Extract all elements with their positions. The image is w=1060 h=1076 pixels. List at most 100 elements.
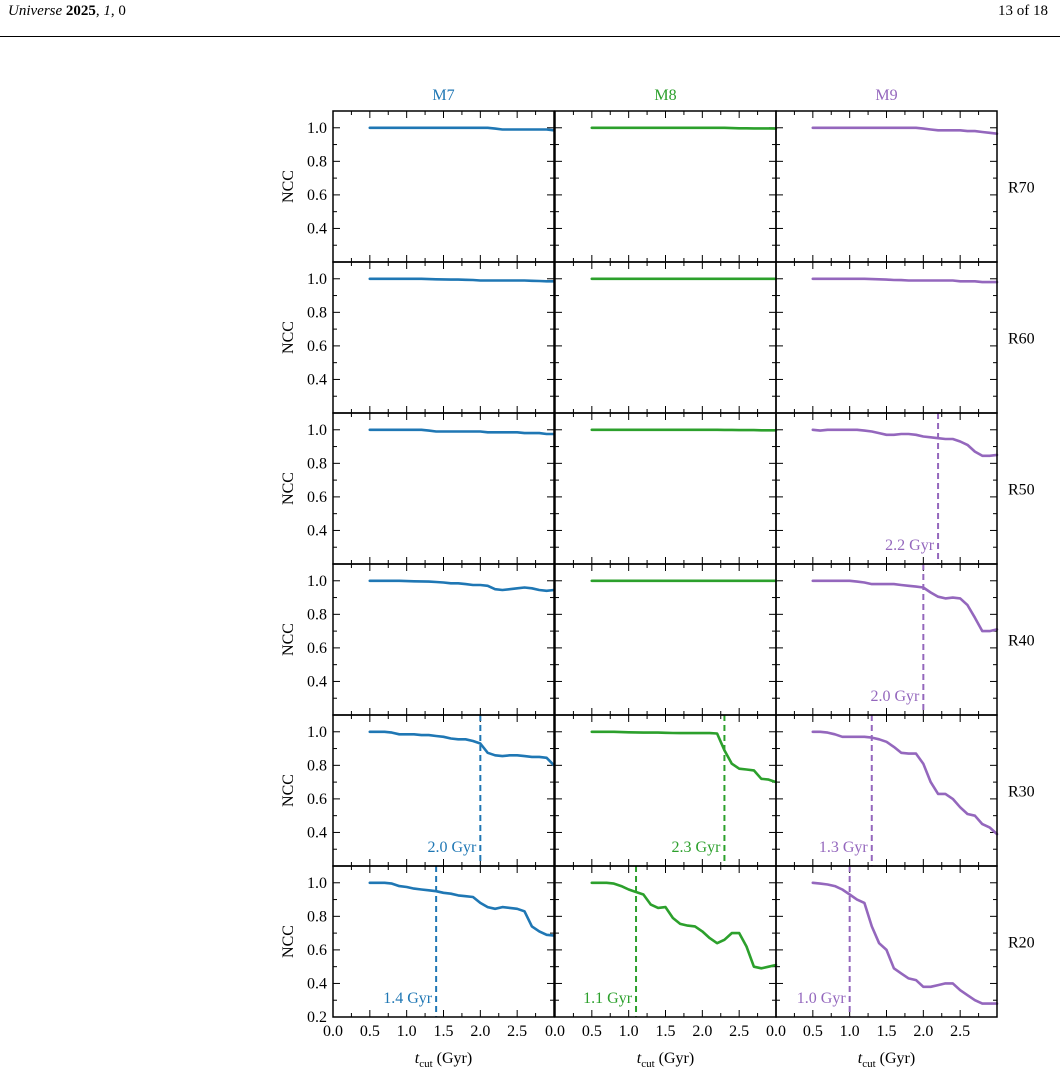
tcut-label: 1.1 Gyr (583, 990, 633, 1007)
x-tick-label: 0.0 (545, 1023, 565, 1040)
panel-r70-m8 (554, 110, 777, 263)
tcut-label: 2.3 Gyr (672, 839, 722, 856)
x-tick-label: 1.0 (397, 1023, 417, 1040)
y-tick-label: 1.0 (307, 724, 327, 741)
x-tick-label: 0.0 (323, 1023, 343, 1040)
x-tick-label: 1.5 (656, 1023, 676, 1040)
ncc-line-r40-m9 (811, 579, 999, 633)
ncc-line-r60-m9 (811, 277, 999, 284)
journal-year: 2025 (65, 3, 96, 19)
x-tick-label: 1.5 (877, 1023, 897, 1040)
x-tick-label: 0.5 (360, 1023, 380, 1040)
y-tick-label: 1.0 (307, 271, 327, 288)
y-tick-label: 1.0 (307, 422, 327, 439)
panel-r30-m9 (775, 714, 998, 867)
y-tick-label: 0.4 (307, 371, 327, 388)
y-tick-label: 0.6 (307, 791, 327, 808)
y-tick-label: 0.6 (307, 640, 327, 657)
y-tick-label: 0.8 (307, 606, 327, 623)
ncc-line-r40-m7 (368, 579, 556, 593)
row-label-r30: R30 (1008, 784, 1035, 801)
ncc-line-r30-m7 (368, 730, 556, 767)
y-tick-label: 0.4 (307, 220, 327, 237)
y-axis-label: NCC (280, 321, 297, 354)
y-tick-label: 0.8 (307, 304, 327, 321)
x-tick-label: 0.5 (803, 1023, 823, 1040)
y-tick-label: 0.6 (307, 942, 327, 959)
x-axis-label: tcut (Gyr) (415, 1050, 472, 1070)
y-axis-label: NCC (280, 170, 297, 203)
row-label-r70: R70 (1008, 180, 1035, 197)
x-tick-label: 2.5 (950, 1023, 970, 1040)
x-tick-label: 2.0 (692, 1023, 712, 1040)
ncc-line-r50-m7 (368, 428, 556, 436)
y-tick-label: 0.8 (307, 757, 327, 774)
journal-volume: 1 (103, 3, 111, 19)
ncc-line-r70-m8 (590, 126, 778, 130)
y-tick-label: 1.0 (307, 120, 327, 137)
ncc-line-r20-m8 (590, 881, 778, 970)
panel-r20-m9 (775, 865, 998, 1018)
x-tick-label: 2.5 (507, 1023, 527, 1040)
header-rule (0, 36, 1060, 37)
panel-r20-m7 (332, 865, 555, 1018)
row-label-r20: R20 (1008, 935, 1035, 952)
y-tick-label: 0.4 (307, 824, 327, 841)
ncc-line-r70-m9 (811, 126, 999, 135)
page-header: Universe 2025, 1, 0 13 of 18 (0, 0, 1060, 40)
panel-r50-m8 (554, 412, 777, 565)
row-label-r40: R40 (1008, 633, 1035, 650)
column-title-m9: M9 (875, 87, 897, 104)
x-tick-label: 0.5 (582, 1023, 602, 1040)
ncc-line-r30-m8 (590, 730, 778, 784)
y-tick-label: 1.0 (307, 875, 327, 892)
panel-r30-m8 (554, 714, 777, 867)
row-label-r50: R50 (1008, 482, 1035, 499)
ncc-line-r50-m9 (811, 428, 999, 458)
row-label-r60: R60 (1008, 331, 1035, 348)
panel-r70-m9 (775, 110, 998, 263)
y-tick-label: 0.4 (307, 673, 327, 690)
y-tick-label: 0.8 (307, 908, 327, 925)
panel-r40-m8 (554, 563, 777, 716)
panel-r60-m8 (554, 261, 777, 414)
panel-r70-m7 (332, 110, 555, 263)
y-axis-label: NCC (280, 472, 297, 505)
tcut-label: 2.2 Gyr (885, 537, 935, 554)
journal-name: Universe (8, 3, 63, 19)
x-tick-label: 2.0 (470, 1023, 490, 1040)
y-tick-label: 0.4 (307, 975, 327, 992)
tcut-label: 1.4 Gyr (383, 990, 433, 1007)
x-tick-label: 2.5 (729, 1023, 749, 1040)
column-title-m7: M7 (432, 87, 454, 104)
column-title-m8: M8 (654, 87, 676, 104)
page-number: 13 of 18 (998, 3, 1048, 19)
y-tick-label: 0.2 (307, 1009, 327, 1026)
ncc-line-r20-m7 (368, 881, 556, 937)
y-axis-label: NCC (280, 774, 297, 807)
y-tick-label: 0.8 (307, 153, 327, 170)
x-tick-label: 0.0 (766, 1023, 786, 1040)
y-tick-label: 0.4 (307, 522, 327, 539)
ncc-line-r20-m9 (811, 881, 999, 1005)
y-tick-label: 0.6 (307, 187, 327, 204)
y-tick-label: 1.0 (307, 573, 327, 590)
panel-r50-m7 (332, 412, 555, 565)
tcut-label: 2.0 Gyr (870, 688, 920, 705)
x-tick-label: 1.0 (840, 1023, 860, 1040)
ncc-line-r30-m9 (811, 730, 999, 836)
y-tick-label: 0.6 (307, 489, 327, 506)
panel-r60-m9 (775, 261, 998, 414)
journal-citation: Universe 2025, 1, 0 (8, 3, 126, 19)
ncc-line-r50-m8 (590, 428, 778, 432)
x-axis-label: tcut (Gyr) (858, 1050, 915, 1070)
y-tick-label: 0.8 (307, 455, 327, 472)
ncc-line-r70-m7 (368, 126, 556, 132)
panel-r60-m7 (332, 261, 555, 414)
x-tick-label: 2.0 (913, 1023, 933, 1040)
tcut-label: 1.3 Gyr (819, 839, 869, 856)
x-axis-label: tcut (Gyr) (637, 1050, 694, 1070)
tcut-label: 1.0 Gyr (797, 990, 847, 1007)
y-tick-label: 0.6 (307, 338, 327, 355)
